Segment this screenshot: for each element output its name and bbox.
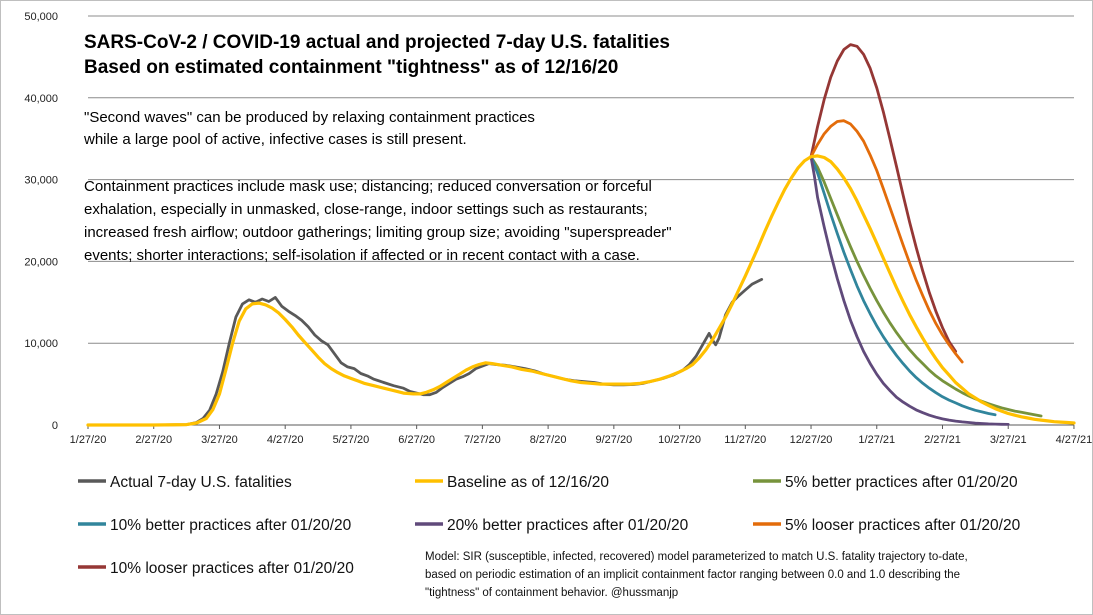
x-axis-ticks: 1/27/20 2/27/20 3/27/20 4/27/20 5/27/20 6/27/… bbox=[70, 425, 1093, 446]
y-tick-label: 20,000 bbox=[24, 256, 58, 268]
legend-label-10pct-looser: 10% looser practices after 01/20/20 bbox=[110, 560, 354, 577]
x-tick-label: 1/27/20 bbox=[70, 434, 107, 446]
legend-label-actual: Actual 7-day U.S. fatalities bbox=[110, 474, 292, 491]
legend-label-10pct-better: 10% better practices after 01/20/20 bbox=[110, 517, 352, 534]
legend-label-5pct-looser: 5% looser practices after 01/20/20 bbox=[785, 517, 1021, 534]
y-axis-ticks: 0 10,000 20,000 30,000 40,000 50,000 bbox=[24, 11, 58, 432]
x-tick-label: 10/27/20 bbox=[658, 434, 701, 446]
legend-item-5pct-looser: 5% looser practices after 01/20/20 bbox=[753, 517, 1021, 534]
model-note-line-1: Model: SIR (susceptible, infected, recov… bbox=[425, 551, 968, 563]
legend-item-actual: Actual 7-day U.S. fatalities bbox=[78, 474, 292, 491]
x-tick-label: 5/27/20 bbox=[333, 434, 370, 446]
series-line-10pct-looser bbox=[809, 43, 957, 353]
series-line-actual bbox=[86, 278, 764, 427]
x-tick-label: 2/27/21 bbox=[924, 434, 961, 446]
x-tick-label: 9/27/20 bbox=[595, 434, 632, 446]
x-tick-label: 6/27/20 bbox=[398, 434, 435, 446]
annotation-line-4: exhalation, especially in unmasked, clos… bbox=[84, 201, 648, 218]
legend-item-20pct-better: 20% better practices after 01/20/20 bbox=[415, 517, 689, 534]
x-tick-label: 4/27/21 bbox=[1056, 434, 1093, 446]
y-tick-label: 40,000 bbox=[24, 93, 58, 105]
x-tick-label: 7/27/20 bbox=[464, 434, 501, 446]
series-line-20pct-better bbox=[809, 155, 1010, 426]
legend-item-10pct-looser: 10% looser practices after 01/20/20 bbox=[78, 560, 354, 577]
model-note-line-2: based on periodic estimation of an impli… bbox=[425, 569, 960, 581]
chart-subtitle: Based on estimated containment "tightnes… bbox=[84, 57, 618, 78]
series-line-baseline bbox=[86, 154, 1076, 427]
annotation-line-1: "Second waves" can be produced by relaxi… bbox=[84, 109, 535, 126]
x-tick-label: 3/27/21 bbox=[990, 434, 1027, 446]
x-tick-label: 11/27/20 bbox=[724, 434, 766, 446]
legend-item-10pct-better: 10% better practices after 01/20/20 bbox=[78, 517, 352, 534]
series-line-5pct-looser bbox=[809, 119, 964, 364]
y-tick-label: 10,000 bbox=[24, 338, 58, 350]
y-tick-label: 30,000 bbox=[24, 175, 58, 187]
legend-label-baseline: Baseline as of 12/16/20 bbox=[447, 474, 609, 491]
x-tick-label: 8/27/20 bbox=[530, 434, 567, 446]
x-tick-label: 4/27/20 bbox=[267, 434, 304, 446]
annotation-line-5: increased fresh airflow; outdoor gatheri… bbox=[84, 224, 672, 241]
annotation-line-3: Containment practices include mask use; … bbox=[84, 178, 652, 195]
legend-item-baseline: Baseline as of 12/16/20 bbox=[415, 474, 609, 491]
legend: Actual 7-day U.S. fatalities Baseline as… bbox=[78, 474, 1021, 577]
legend-item-5pct-better: 5% better practices after 01/20/20 bbox=[753, 474, 1018, 491]
annotation-line-2: while a large pool of active, infective … bbox=[83, 131, 467, 148]
y-tick-label: 0 bbox=[52, 420, 58, 432]
series-lines bbox=[86, 43, 1076, 427]
x-tick-label: 3/27/20 bbox=[201, 434, 238, 446]
x-tick-label: 1/27/21 bbox=[858, 434, 895, 446]
annotation-line-6: events; shorter interactions; self-isola… bbox=[84, 247, 640, 264]
chart-title: SARS-CoV-2 / COVID-19 actual and project… bbox=[84, 32, 670, 53]
x-tick-label: 12/27/20 bbox=[790, 434, 833, 446]
x-tick-label: 2/27/20 bbox=[135, 434, 172, 446]
series-line-5pct-better bbox=[809, 155, 1043, 418]
model-note-line-3: "tightness" of containment behavior. @hu… bbox=[425, 587, 678, 599]
series-line-10pct-better bbox=[809, 155, 997, 417]
legend-label-5pct-better: 5% better practices after 01/20/20 bbox=[785, 474, 1018, 491]
legend-label-20pct-better: 20% better practices after 01/20/20 bbox=[447, 517, 689, 534]
y-tick-label: 50,000 bbox=[24, 11, 58, 23]
